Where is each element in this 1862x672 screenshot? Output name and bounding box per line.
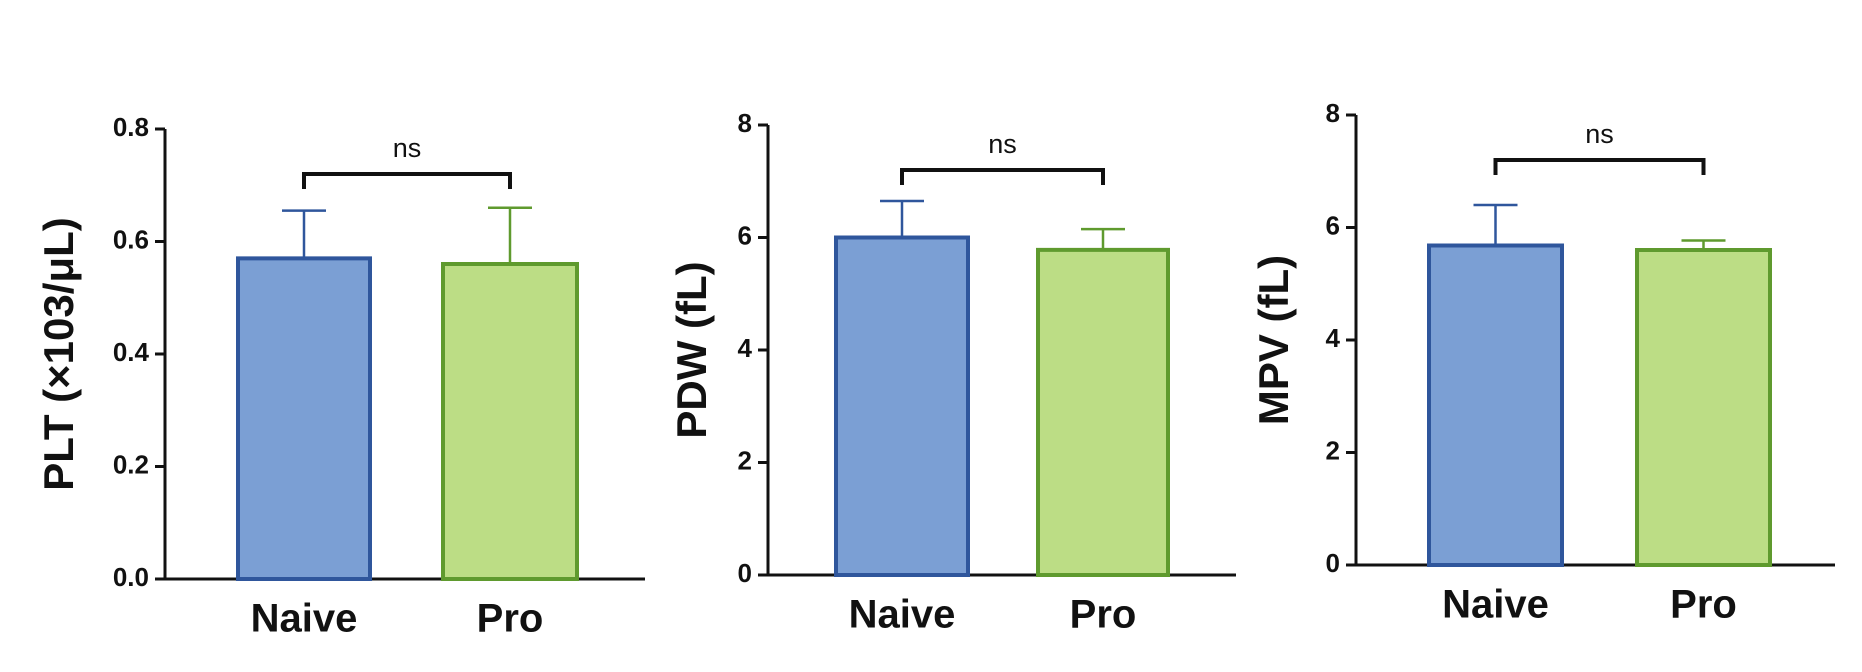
annotation: ns bbox=[1585, 119, 1614, 149]
x-tick-label: Naive bbox=[849, 593, 956, 637]
y-axis-label: PLT (×103/μL) bbox=[35, 217, 82, 490]
y-tick-label: 0 bbox=[738, 558, 752, 588]
bar bbox=[1635, 248, 1772, 567]
y-tick-label: 0.4 bbox=[113, 337, 150, 367]
y-tick-label: 8 bbox=[738, 108, 752, 138]
bar bbox=[236, 256, 372, 581]
x-tick-label: Pro bbox=[1670, 583, 1737, 627]
x-tick-label: Pro bbox=[1070, 593, 1137, 637]
chart-panel: 0.0 0.2 0.4 0.6 0.8 Naive Pro ns PLT (×103/μL) bbox=[35, 112, 645, 641]
y-tick-label: 0 bbox=[1326, 548, 1340, 578]
significance-bracket bbox=[1493, 158, 1706, 175]
x-tick-label: Naive bbox=[251, 597, 358, 641]
annotation: ns bbox=[393, 133, 422, 163]
y-axis-label: MPV (fL) bbox=[1250, 255, 1297, 425]
y-tick-label: 6 bbox=[738, 220, 752, 250]
y-tick-label: 2 bbox=[738, 445, 752, 475]
chart-panel: 0 2 4 6 8 Naive Pro ns MPV (fL) bbox=[1250, 98, 1835, 627]
significance-bracket bbox=[900, 168, 1105, 185]
y-tick-label: 0.8 bbox=[113, 112, 149, 142]
y-tick-label: 4 bbox=[738, 333, 753, 363]
significance-bracket bbox=[302, 172, 512, 189]
y-tick-label: 2 bbox=[1326, 435, 1340, 465]
y-tick-label: 8 bbox=[1326, 98, 1340, 128]
bar bbox=[441, 262, 579, 581]
bar bbox=[1427, 243, 1564, 567]
y-axis-label: PDW (fL) bbox=[668, 261, 715, 438]
y-tick-label: 0.2 bbox=[113, 449, 149, 479]
chart-panel: 0 2 4 6 8 Naive Pro ns PDW (fL) bbox=[668, 108, 1236, 637]
y-tick-label: 6 bbox=[1326, 210, 1340, 240]
y-tick-label: 0.6 bbox=[113, 224, 149, 254]
y-tick-label: 0.0 bbox=[113, 562, 149, 592]
y-tick-label: 4 bbox=[1326, 323, 1341, 353]
x-tick-label: Naive bbox=[1442, 583, 1549, 627]
annotation: ns bbox=[988, 129, 1017, 159]
bar bbox=[1036, 247, 1170, 577]
bar bbox=[834, 235, 970, 577]
x-tick-label: Pro bbox=[477, 597, 544, 641]
